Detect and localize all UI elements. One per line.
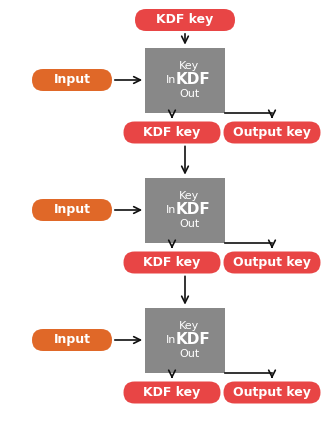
Text: In: In [166,205,176,215]
Bar [145,178,225,243]
Text: KDF: KDF [176,202,210,217]
Text: KDF key: KDF key [143,256,201,269]
Text: In: In [166,335,176,345]
FancyBboxPatch shape [223,122,321,144]
Text: KDF: KDF [176,332,210,347]
Text: Output key: Output key [233,386,311,399]
Bar [145,47,225,113]
FancyBboxPatch shape [223,251,321,274]
Text: Input: Input [53,334,90,347]
FancyBboxPatch shape [32,69,112,91]
FancyBboxPatch shape [124,251,220,274]
Text: In: In [166,75,176,85]
Text: KDF key: KDF key [143,386,201,399]
Text: Input: Input [53,203,90,217]
Bar [145,308,225,373]
FancyBboxPatch shape [32,199,112,221]
FancyBboxPatch shape [124,381,220,404]
Text: KDF: KDF [176,72,210,88]
FancyBboxPatch shape [124,122,220,144]
Text: Out: Out [179,349,199,359]
FancyBboxPatch shape [32,329,112,351]
Text: Out: Out [179,219,199,229]
FancyBboxPatch shape [135,9,235,31]
Text: Out: Out [179,89,199,99]
Text: Output key: Output key [233,256,311,269]
Text: KDF key: KDF key [143,126,201,139]
Text: Key: Key [179,191,199,201]
Text: Key: Key [179,61,199,71]
Text: Key: Key [179,321,199,331]
FancyBboxPatch shape [223,381,321,404]
Text: Input: Input [53,73,90,87]
Text: Output key: Output key [233,126,311,139]
Text: KDF key: KDF key [156,14,214,27]
